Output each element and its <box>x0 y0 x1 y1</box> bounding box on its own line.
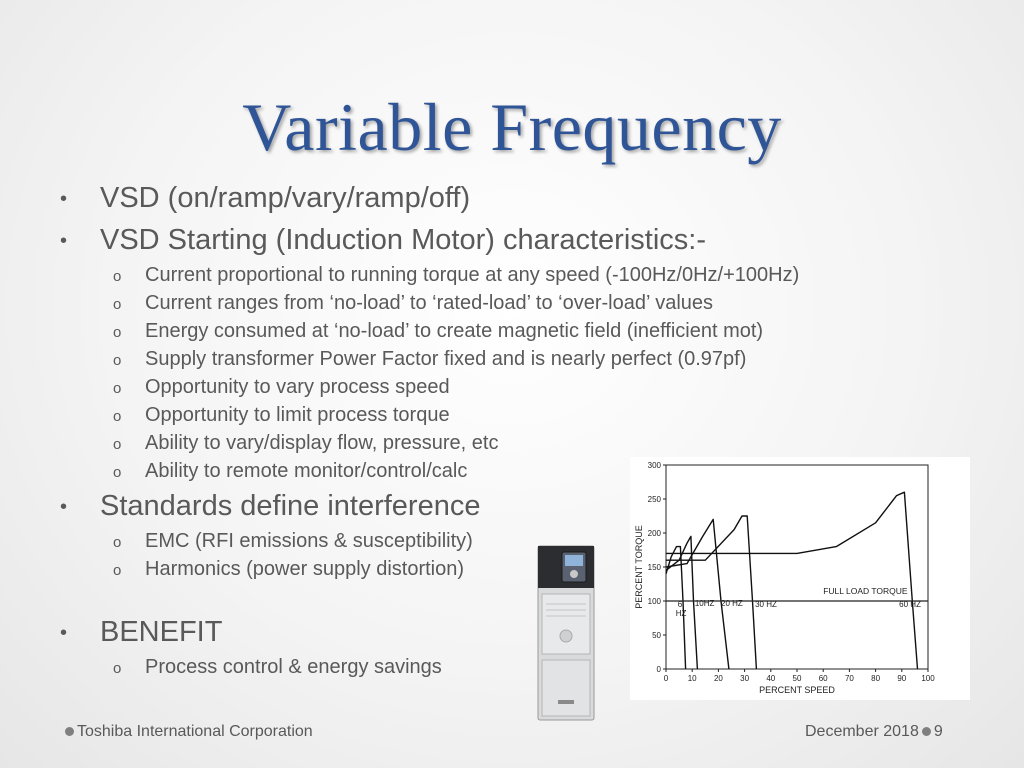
bullet-standards: • Standards define interference <box>60 490 480 523</box>
bullet-dot: • <box>60 187 68 210</box>
sub-bullet-text: Ability to remote monitor/control/calc <box>145 460 468 482</box>
footer-company: Toshiba International Corporation <box>62 723 313 741</box>
sub-bullet-marker: o <box>113 268 122 285</box>
sub-bullet: o Ability to vary/display flow, pressure,… <box>113 432 498 455</box>
x-tick-label: 10 <box>688 674 697 683</box>
footer-date-page: December 2018 9 <box>805 723 943 741</box>
x-tick-label: 70 <box>845 674 854 683</box>
chart-svg: 0 50 100 150 200 250 300 0 10 20 30 40 50 60 70 80 90 10… <box>634 461 935 695</box>
footer-dot-icon <box>921 727 931 737</box>
x-tick-label: 100 <box>921 674 935 683</box>
sub-bullet: o Energy consumed at ‘no-load’ to create … <box>113 320 763 343</box>
sub-bullet-text: Process control & energy savings <box>145 656 442 678</box>
drive-device-image <box>536 544 596 722</box>
sub-bullet-marker: o <box>113 660 122 677</box>
sub-bullet-text: Supply transformer Power Factor fixed an… <box>145 348 747 370</box>
torque-curve-3 <box>665 518 730 670</box>
x-tick-label: 50 <box>793 674 802 683</box>
frequency-label: 60 HZ <box>899 600 921 609</box>
frequency-label: 30 HZ <box>755 600 777 609</box>
sub-bullet-text: Current proportional to running torque a… <box>145 264 800 286</box>
sub-bullet-text: Current ranges from ‘no-load’ to ‘rated-… <box>145 292 714 314</box>
y-tick-label: 250 <box>648 495 662 504</box>
x-tick-label: 80 <box>871 674 880 683</box>
bullet-text: VSD (on/ramp/vary/ramp/off) <box>100 182 471 214</box>
sub-bullet-marker: o <box>113 562 122 579</box>
sub-bullet-marker: o <box>113 352 122 369</box>
frequency-label: 20 HZ <box>721 599 743 608</box>
y-tick-label: 100 <box>648 597 662 606</box>
bullet-dot: • <box>60 229 68 252</box>
bullet-dot: • <box>60 621 68 644</box>
torque-curve-2 <box>665 535 699 670</box>
sub-bullet-marker: o <box>113 436 122 453</box>
sub-bullet: o Opportunity to limit process torque <box>113 404 450 427</box>
sub-bullet-text: Harmonics (power supply distortion) <box>145 558 465 580</box>
sub-bullet: o Current proportional to running torque … <box>113 264 799 287</box>
bullet-text: VSD Starting (Induction Motor) character… <box>100 224 706 256</box>
slide-title: Variable Frequency <box>242 89 782 165</box>
y-tick-label: 150 <box>648 563 662 572</box>
torque-curve-4 <box>666 515 758 670</box>
sub-bullet-marker: o <box>113 534 122 551</box>
bullet-dot: • <box>60 495 68 518</box>
sub-bullet: o Process control & energy savings <box>113 656 442 679</box>
bullet-text: BENEFIT <box>100 616 223 648</box>
x-tick-label: 60 <box>819 674 828 683</box>
sub-bullet: o Opportunity to vary process speed <box>113 376 450 399</box>
full-load-torque-label: FULL LOAD TORQUE <box>823 586 908 596</box>
x-axis-label: PERCENT SPEED <box>759 685 835 695</box>
sub-bullet-marker: o <box>113 380 122 397</box>
y-tick-label: 0 <box>657 665 662 674</box>
sub-bullet: o Current ranges from ‘no-load’ to ‘rated… <box>113 292 713 315</box>
sub-bullet-text: Energy consumed at ‘no-load’ to create m… <box>145 320 764 342</box>
page-number: 9 <box>933 723 943 740</box>
sub-bullet: o Ability to remote monitor/control/calc <box>113 460 467 483</box>
sub-bullet-marker: o <box>113 408 122 425</box>
torque-curve-5 <box>666 491 919 670</box>
footer-date: December 2018 <box>805 723 919 740</box>
torque-speed-chart: 0 50 100 150 200 250 300 0 10 20 30 40 50 60 70 80 90 10… <box>630 457 970 700</box>
footer-company-text: Toshiba International Corporation <box>77 723 313 740</box>
sub-bullet: o Supply transformer Power Factor fixed a… <box>113 348 746 371</box>
bullet-text: Standards define interference <box>100 490 481 522</box>
y-tick-label: 200 <box>648 529 662 538</box>
sub-bullet-text: Opportunity to limit process torque <box>145 404 450 426</box>
x-tick-label: 20 <box>714 674 723 683</box>
x-tick-label: 30 <box>740 674 749 683</box>
plot-frame <box>665 464 929 670</box>
bullet-vsd-starting: • VSD Starting (Induction Motor) characte… <box>60 224 706 257</box>
y-tick-label: 50 <box>652 631 661 640</box>
x-tick-label: 0 <box>664 674 669 683</box>
footer-dot-icon <box>65 727 74 737</box>
frequency-label: 6 HZ <box>676 600 687 618</box>
y-axis-label: PERCENT TORQUE <box>634 525 644 609</box>
sub-bullet-text: EMC (RFI emissions & susceptibility) <box>145 530 473 552</box>
frequency-label: 10HZ <box>695 599 715 608</box>
sub-bullet-text: Ability to vary/display flow, pressure, … <box>145 432 499 454</box>
bullet-vsd-ramp: • VSD (on/ramp/vary/ramp/off) <box>60 182 470 215</box>
sub-bullet-marker: o <box>113 324 122 341</box>
sub-bullet-marker: o <box>113 464 122 481</box>
bullet-benefit: • BENEFIT <box>60 616 222 649</box>
sub-bullet: o EMC (RFI emissions & susceptibility) <box>113 530 473 553</box>
x-tick-label: 90 <box>897 674 906 683</box>
x-tick-label: 40 <box>766 674 775 683</box>
sub-bullet-marker: o <box>113 296 122 313</box>
sub-bullet: o Harmonics (power supply distortion) <box>113 558 464 581</box>
sub-bullet-text: Opportunity to vary process speed <box>145 376 450 398</box>
y-tick-label: 300 <box>648 461 662 470</box>
